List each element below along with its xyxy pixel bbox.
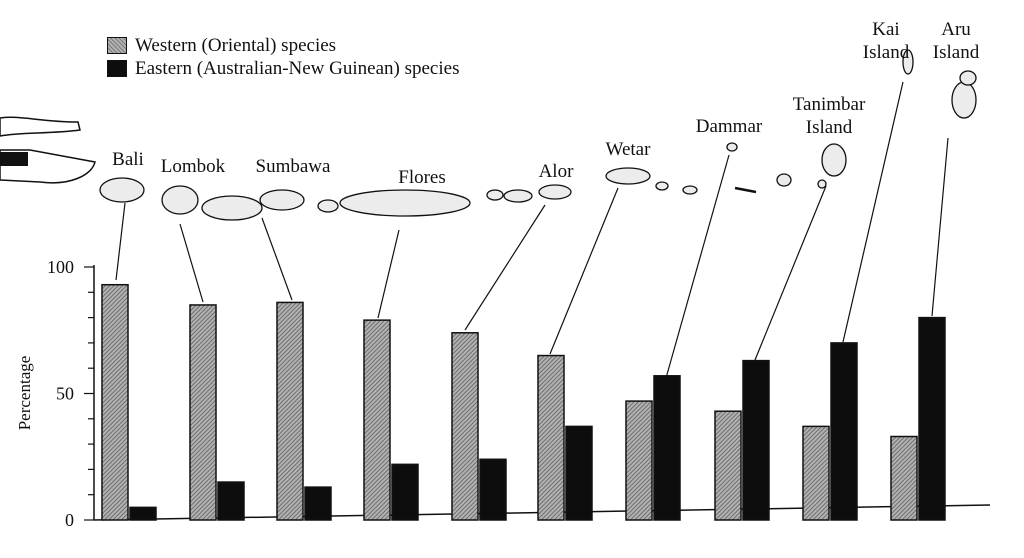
island-label-line2: Island — [806, 117, 853, 138]
island-label: Bali — [112, 149, 144, 170]
legend-item-eastern: Eastern (Australian-New Guinean) species — [107, 57, 459, 80]
island-label-line2: Island — [933, 42, 980, 63]
bar-western — [363, 319, 391, 521]
bars — [101, 283, 946, 521]
leader-line — [464, 204, 546, 331]
legend-swatch-western — [107, 37, 127, 54]
legend-label-western: Western (Oriental) species — [135, 35, 337, 56]
bar-western — [802, 425, 830, 521]
y-tick-label: 100 — [47, 257, 74, 277]
island-shape — [605, 167, 651, 185]
leader-line — [549, 187, 619, 355]
bar-western — [537, 354, 565, 521]
island-label-line2: Island — [863, 42, 910, 63]
bar-eastern — [391, 463, 419, 521]
island-shape — [821, 143, 847, 177]
leader-line — [931, 137, 949, 317]
island-shape — [503, 189, 533, 203]
bar-eastern — [830, 342, 858, 521]
island-shape — [339, 189, 471, 217]
island-label: Dammar — [696, 116, 763, 137]
island-shape — [902, 49, 914, 75]
bar-eastern — [565, 425, 593, 521]
java-coast — [0, 116, 81, 137]
y-tick-label: 0 — [65, 510, 74, 530]
bar-western — [101, 283, 129, 521]
island-shape — [201, 195, 263, 221]
java-shaded — [0, 152, 28, 166]
bar-eastern — [918, 316, 946, 521]
bar-eastern — [129, 506, 157, 521]
leader-line — [665, 154, 730, 379]
island-label: Alor — [539, 161, 575, 182]
island-shape — [726, 142, 738, 152]
legend-swatch-eastern — [107, 60, 127, 77]
bar-eastern — [479, 458, 507, 521]
leader-line — [377, 229, 400, 319]
bar-western — [276, 301, 304, 521]
island-shape — [817, 179, 827, 189]
island-shape — [317, 199, 339, 213]
island-label: Flores — [398, 167, 446, 188]
island-shape — [486, 189, 504, 201]
island-shape — [776, 173, 792, 187]
leader-line — [179, 223, 204, 303]
island-label: Sumbawa — [256, 156, 332, 177]
leader-line — [115, 202, 126, 281]
island-shape — [259, 189, 305, 211]
bar-western — [625, 400, 653, 521]
legend: Western (Oriental) species Eastern (Aust… — [107, 34, 459, 80]
island-label: Wetar — [606, 139, 652, 160]
island-shape — [655, 181, 669, 191]
bar-western — [890, 435, 918, 521]
bar-eastern — [304, 486, 332, 521]
leader-line — [261, 217, 293, 301]
bar-eastern — [217, 481, 245, 521]
bar-eastern — [742, 359, 770, 521]
leader-line — [842, 81, 904, 343]
island-labels: Bali Lombok Sumbawa Flores Alor Wetar Dammar Ta… — [112, 19, 980, 188]
island-shape — [99, 177, 145, 203]
y-tick-label: 50 — [56, 384, 74, 404]
island-shape — [538, 184, 572, 200]
island-map — [0, 49, 977, 221]
legend-label-eastern: Eastern (Australian-New Guinean) species — [135, 58, 460, 79]
island-label: Lombok — [161, 156, 226, 177]
island-shape — [734, 186, 757, 194]
legend-item-western: Western (Oriental) species — [107, 34, 459, 57]
leader-line — [754, 185, 827, 361]
island-label: Kai — [872, 19, 899, 40]
bar-western — [714, 410, 742, 521]
bar-western — [451, 332, 479, 521]
island-label: Aru — [941, 19, 971, 40]
island-shape — [161, 185, 199, 215]
island-label: Tanimbar — [793, 94, 866, 115]
island-shape — [959, 70, 977, 86]
island-shape — [951, 81, 977, 119]
y-axis-label: Percentage — [15, 356, 34, 431]
leader-lines — [115, 81, 949, 379]
bar-western — [189, 304, 217, 521]
bar-eastern — [653, 375, 681, 521]
island-shape — [682, 185, 698, 195]
